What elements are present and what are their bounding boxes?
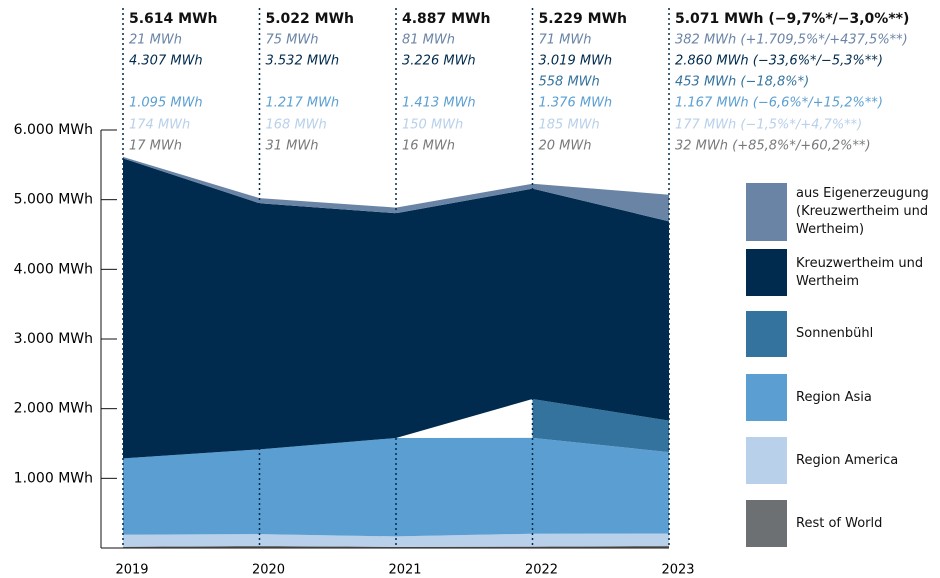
value-label: 177 MWh (−1,5%*/+4,7%**)	[675, 118, 862, 133]
value-label: 32 MWh (+85,8%*/+60,2%**)	[675, 139, 871, 154]
value-label: 382 MWh (+1.709,5%*/+437,5%**)	[675, 33, 908, 48]
value-label: 16 MWh	[402, 139, 455, 154]
legend-label: Region Asia	[796, 389, 872, 405]
total-label: 4.887 MWh	[402, 11, 491, 27]
x-tick-label: 2019	[115, 563, 148, 578]
x-tick-label: 2022	[525, 563, 558, 578]
legend-swatch	[746, 249, 787, 296]
y-tick-label: 1.000 MWh	[14, 470, 93, 486]
value-label: 150 MWh	[402, 118, 463, 133]
value-label: 1.413 MWh	[402, 96, 476, 111]
legend-label: aus Eigenerzeugung (Kreuzwertheim und We…	[796, 186, 929, 237]
x-tick-label: 2020	[252, 563, 285, 578]
legend-label: Region America	[796, 452, 899, 468]
x-tick-label: 2021	[388, 563, 421, 578]
value-label: 168 MWh	[266, 118, 327, 133]
legend-swatch	[746, 311, 787, 357]
total-label: 5.229 MWh	[539, 11, 628, 27]
value-label: 21 MWh	[129, 33, 182, 48]
total-label: 5.614 MWh	[129, 11, 218, 27]
value-label: 453 MWh (−18,8%*)	[675, 75, 809, 90]
value-label: 17 MWh	[129, 139, 182, 154]
area	[532, 398, 669, 453]
legend-swatch	[746, 437, 787, 484]
value-label: 4.307 MWh	[129, 54, 203, 69]
value-label: 1.167 MWh (−6,6%*/+15,2%**)	[675, 96, 883, 111]
value-label: 71 MWh	[539, 33, 592, 48]
value-label: 1.376 MWh	[539, 96, 613, 111]
x-tick-label: 2023	[661, 563, 694, 578]
y-tick-label: 5.000 MWh	[14, 192, 93, 208]
legend-swatch	[746, 183, 787, 241]
value-label: 3.226 MWh	[402, 54, 476, 69]
value-label: 174 MWh	[129, 118, 190, 133]
total-label: 5.071 MWh (−9,7%*/−3,0%**)	[675, 11, 909, 27]
value-label: 185 MWh	[539, 118, 600, 133]
value-label: 3.019 MWh	[539, 54, 613, 69]
legend-label: Rest of World	[796, 515, 883, 531]
value-label: 31 MWh	[266, 139, 319, 154]
y-tick-label: 3.000 MWh	[14, 331, 93, 347]
value-label: 1.095 MWh	[129, 96, 203, 111]
legend-label: Kreuzwertheim und Wertheim	[796, 255, 924, 289]
total-label: 5.022 MWh	[266, 11, 355, 27]
value-label: 20 MWh	[539, 139, 592, 154]
value-label: 558 MWh	[539, 75, 600, 90]
y-tick-label: 4.000 MWh	[14, 261, 93, 277]
value-label: 75 MWh	[266, 33, 319, 48]
value-label: 1.217 MWh	[266, 96, 340, 111]
y-tick-label: 6.000 MWh	[14, 122, 93, 138]
value-label: 81 MWh	[402, 33, 455, 48]
area	[123, 545, 669, 548]
area	[123, 437, 669, 537]
value-label: 2.860 MWh (−33,6%*/−5,3%**)	[675, 54, 883, 69]
legend-swatch	[746, 374, 787, 421]
legend-label: Sonnenbühl	[796, 326, 874, 341]
legend-swatch	[746, 500, 787, 547]
value-label: 3.532 MWh	[266, 54, 340, 69]
y-tick-label: 2.000 MWh	[14, 401, 93, 417]
